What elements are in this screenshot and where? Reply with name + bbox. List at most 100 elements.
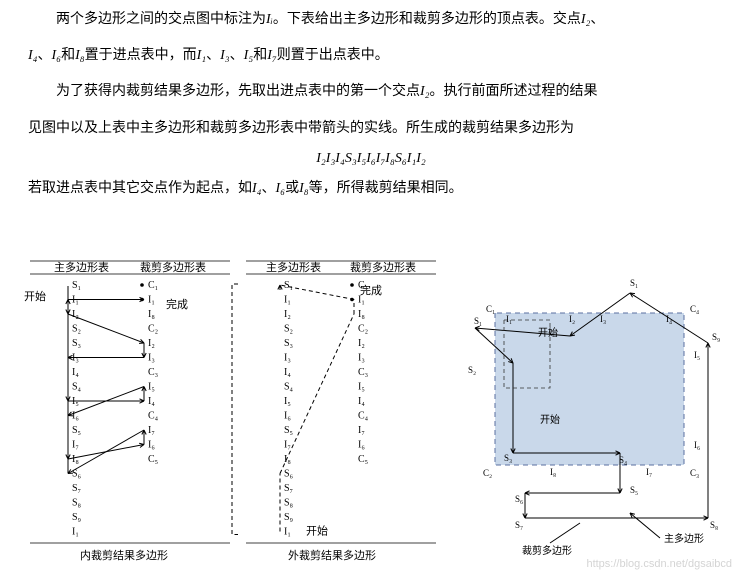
t: 若取进点表中其它交点作为起点，如	[28, 181, 252, 196]
t: 则置于出点表中。	[277, 48, 389, 63]
paragraph-1b: I₄、I₆和I₈置于进点表中，而I₁、I₃、I₅和I₇则置于出点表中。	[28, 40, 714, 72]
svg-text:C₃: C₃	[358, 367, 368, 378]
svg-text:S₈: S₈	[284, 498, 294, 509]
svg-text:开始: 开始	[306, 524, 328, 538]
svg-text:S₁: S₁	[474, 316, 482, 326]
svg-text:I₂: I₂	[569, 314, 575, 324]
svg-text:I₈: I₈	[358, 309, 365, 320]
svg-text:完成: 完成	[166, 297, 188, 311]
svg-text:S₉: S₉	[284, 512, 294, 523]
t: 、	[230, 48, 244, 63]
paragraph-2b: 见图中以及上表中主多边形和裁剪多边形表中带箭头的实线。所生成的裁剪结果多边形为	[28, 113, 714, 145]
svg-text:S₃: S₃	[504, 453, 512, 463]
svg-text:I₅: I₅	[694, 350, 700, 360]
svg-text:S₃: S₃	[72, 338, 81, 349]
svg-text:I₁: I₁	[506, 314, 512, 324]
svg-text:C₂: C₂	[148, 324, 158, 335]
svg-text:内裁剪结果多边形: 内裁剪结果多边形	[80, 548, 168, 562]
svg-text:I₇: I₇	[646, 467, 652, 477]
svg-text:外裁剪结果多边形: 外裁剪结果多边形	[288, 548, 376, 562]
svg-text:I₃: I₃	[600, 314, 606, 324]
t: 、	[590, 12, 604, 27]
svg-text:C₃: C₃	[148, 367, 158, 378]
sym: I₇	[267, 48, 277, 63]
svg-text:I₅: I₅	[148, 382, 155, 393]
sym: I₅	[244, 48, 254, 63]
figure-area: 主多边形表 裁剪多边形表 S₁ I₁ I₂ S₂ S₃ I₃ I₄ S₄ I₅ I₆ S₅ I₇ I₈ S₆ S…	[0, 248, 742, 576]
sym: I₈	[75, 48, 85, 63]
svg-text:S₄: S₄	[284, 382, 294, 393]
svg-text:C₄: C₄	[148, 411, 159, 422]
svg-text:S₃: S₃	[284, 338, 293, 349]
svg-text:I₄: I₄	[72, 367, 79, 378]
svg-text:C₅: C₅	[358, 454, 368, 465]
svg-text:C₁: C₁	[148, 280, 158, 291]
svg-text:I₇: I₇	[72, 440, 79, 451]
t: 等，所得裁剪结果相同。	[309, 181, 463, 196]
svg-text:I₁: I₁	[148, 295, 155, 306]
sym: I₄	[28, 48, 38, 63]
svg-text:I₁: I₁	[284, 295, 291, 306]
svg-text:I₁: I₁	[284, 527, 291, 538]
t: 两个多边形之间的交点图中标注为	[56, 12, 266, 27]
formula: I₂I₃I₄S₃I₅I₆I₇I₈S₆I₁I₂	[28, 151, 714, 167]
svg-text:S₇: S₇	[72, 483, 81, 494]
svg-text:S₉: S₉	[72, 512, 82, 523]
svg-text:I₇: I₇	[358, 425, 365, 436]
svg-text:S₂: S₂	[468, 365, 476, 375]
svg-text:主多边形表: 主多边形表	[266, 260, 321, 274]
sym: I₆	[276, 181, 286, 196]
svg-text:I₈: I₈	[284, 454, 291, 465]
svg-text:I₂: I₂	[284, 309, 291, 320]
svg-text:I₄: I₄	[666, 314, 672, 324]
figure-svg: 主多边形表 裁剪多边形表 S₁ I₁ I₂ S₂ S₃ I₃ I₄ S₄ I₅ I₆ S₅ I₇ I₈ S₆ S…	[0, 248, 742, 576]
svg-text:S₇: S₇	[515, 520, 523, 530]
t: 。下表给出主多边形和裁剪多边形的顶点表。交点	[273, 12, 581, 27]
svg-text:S₅: S₅	[630, 485, 638, 495]
paragraph-1: 两个多边形之间的交点图中标注为Iᵢ。下表给出主多边形和裁剪多边形的顶点表。交点I…	[28, 4, 714, 36]
svg-text:I₈: I₈	[148, 309, 155, 320]
svg-text:I₄: I₄	[148, 396, 155, 407]
svg-text:I₈: I₈	[550, 467, 556, 477]
sym: I₁	[197, 48, 207, 63]
paragraph-2: 为了获得内裁剪结果多边形，先取出进点表中的第一个交点I₂。执行前面所述过程的结果	[28, 76, 714, 108]
svg-text:I₆: I₆	[284, 411, 291, 422]
svg-text:I₃: I₃	[358, 353, 365, 364]
sym: I₈	[299, 181, 309, 196]
svg-text:C₄: C₄	[358, 411, 369, 422]
svg-text:I₆: I₆	[358, 440, 365, 451]
svg-text:C₅: C₅	[148, 454, 158, 465]
svg-text:I₆: I₆	[694, 440, 700, 450]
svg-text:S₄: S₄	[72, 382, 82, 393]
sym: I₂	[420, 84, 430, 99]
t: 、	[38, 48, 52, 63]
svg-text:裁剪多边形表: 裁剪多边形表	[140, 260, 206, 274]
svg-text:I₂: I₂	[148, 338, 155, 349]
svg-text:S₁: S₁	[72, 280, 81, 291]
svg-text:I₂: I₂	[72, 309, 79, 320]
svg-text:I₇: I₇	[284, 440, 291, 451]
svg-text:开始: 开始	[540, 413, 560, 426]
svg-text:C₂: C₂	[483, 468, 492, 478]
svg-text:开始: 开始	[24, 289, 46, 303]
svg-text:S₉: S₉	[712, 332, 720, 342]
sym: I₂	[581, 12, 591, 27]
svg-text:I₄: I₄	[358, 396, 365, 407]
sym: I₃	[220, 48, 230, 63]
paragraph-3: 若取进点表中其它交点作为起点，如I₄、I₆或I₈等，所得裁剪结果相同。	[28, 173, 714, 205]
svg-text:I₅: I₅	[284, 396, 291, 407]
body-text: 两个多边形之间的交点图中标注为Iᵢ。下表给出主多边形和裁剪多边形的顶点表。交点I…	[0, 4, 742, 205]
svg-text:S₅: S₅	[284, 425, 293, 436]
svg-text:S₁: S₁	[284, 280, 293, 291]
svg-text:主多边形表: 主多边形表	[54, 260, 109, 274]
t: 或	[285, 181, 299, 196]
watermark: https://blog.csdn.net/dgsaibcd	[586, 558, 732, 570]
svg-text:主多边形: 主多边形	[664, 532, 704, 545]
svg-text:I₇: I₇	[148, 425, 155, 436]
t: 置于进点表中，而	[85, 48, 197, 63]
svg-text:S₆: S₆	[515, 494, 523, 504]
t: 和	[61, 48, 75, 63]
svg-text:开始: 开始	[538, 326, 558, 339]
svg-text:完成: 完成	[360, 283, 382, 297]
svg-text:C₁: C₁	[486, 304, 495, 314]
